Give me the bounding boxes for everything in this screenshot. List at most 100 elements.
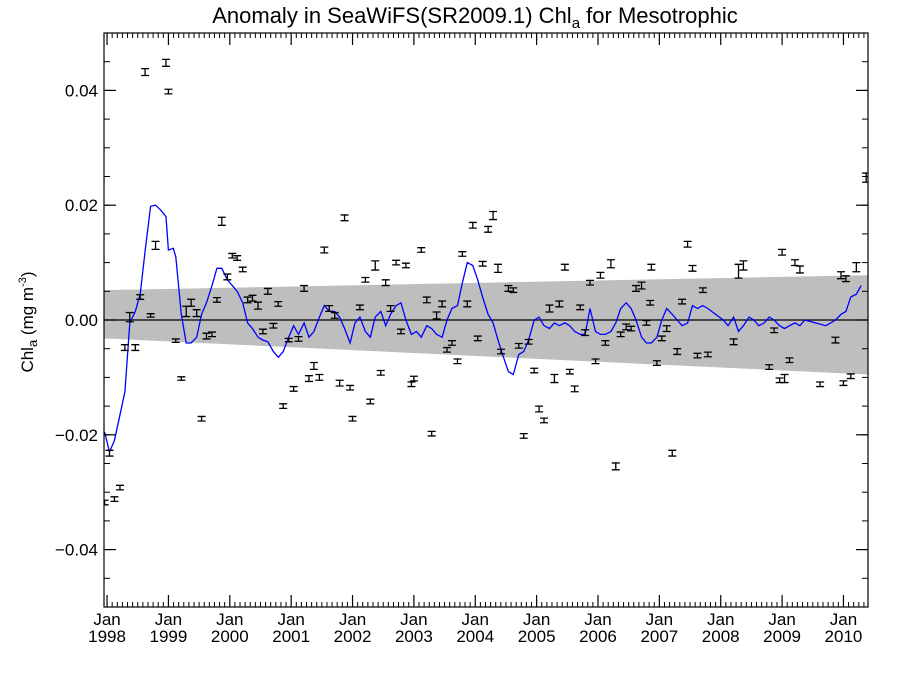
data-point [371,260,380,271]
data-point [497,348,506,355]
data-point [248,294,257,302]
data-point [765,364,774,371]
data-point [258,328,267,335]
data-point [693,352,702,359]
data-point [208,331,217,338]
chart-title-subscript: a [572,15,581,32]
data-point [243,296,252,304]
data-point [576,304,585,311]
data-point [274,300,283,307]
data-point [269,322,278,329]
data-point [642,319,651,326]
data-point [581,329,590,337]
data-point [836,271,845,280]
data-point [795,265,804,274]
data-point [422,296,431,304]
data-point [545,304,554,313]
data-point [427,430,436,437]
data-point [535,405,544,413]
uncertainty-band [104,275,868,375]
data-point [839,380,848,387]
data-point [386,305,395,313]
x-tick-label-month: Jan [339,610,366,629]
data-point [627,325,636,332]
data-point [611,462,620,471]
data-point [570,385,579,393]
data-point [309,361,318,371]
x-tick-label-year: 2002 [334,627,372,646]
data-point [468,221,477,229]
data-point [862,172,868,183]
x-tick-label-month: Jan [830,610,857,629]
data-point [355,304,364,311]
data-point [212,296,221,303]
data-point [596,271,605,279]
x-tick-label-month: Jan [93,610,120,629]
data-point [846,373,855,380]
data-point [187,298,196,307]
data-point [125,311,134,323]
smoothed-anomaly-line [104,204,862,455]
data-point [279,403,288,410]
x-tick-label-month: Jan [584,610,611,629]
data-point [560,263,569,271]
y-tick-label: 0.00 [65,311,98,330]
data-point [447,340,456,346]
data-point [320,246,329,254]
data-point [729,338,738,346]
data-point [104,499,109,506]
data-point [284,337,293,343]
data-point [668,449,677,457]
data-point [632,284,641,292]
data-point [493,263,502,274]
data-point [530,367,539,374]
x-tick-label-year: 2010 [825,627,863,646]
x-tick-label-month: Jan [768,610,795,629]
y-tick-label: 0.04 [65,81,98,100]
data-point [340,214,349,222]
data-point [105,449,114,457]
data-point [223,273,232,281]
x-tick-label-year: 2003 [395,627,433,646]
data-point [678,298,687,305]
data-point [524,338,533,345]
x-tick-label-year: 2008 [702,627,740,646]
data-point [555,300,564,308]
data-point [151,240,160,251]
data-point [816,381,825,388]
data-point [304,375,313,383]
data-point [376,369,385,376]
x-tick-label-year: 2001 [272,627,310,646]
data-point [453,358,462,365]
data-point [438,300,447,308]
x-tick-label-month: Jan [523,610,550,629]
data-point [473,335,482,342]
data-point [361,276,370,283]
data-point [115,484,124,491]
data-point [397,328,406,335]
data-point [616,331,625,338]
data-point [294,335,303,342]
data-point [289,385,298,392]
data-point [657,335,666,342]
data-point [698,287,707,294]
data-point [110,496,119,503]
data-point [141,67,150,77]
data-point [131,344,140,352]
x-tick-label-month: Jan [646,610,673,629]
data-point [202,332,211,340]
data-point [484,225,493,233]
data-point [739,260,748,271]
data-point [606,259,615,269]
data-point [164,88,173,95]
data-point [489,210,498,221]
data-point [325,305,334,313]
x-tick-label-year: 2007 [640,627,678,646]
x-tick-label-month: Jan [400,610,427,629]
data-point [197,415,206,422]
data-point [228,252,237,259]
data-point [637,281,646,290]
data-point [346,384,355,391]
data-point [254,301,263,310]
data-point [688,264,697,272]
